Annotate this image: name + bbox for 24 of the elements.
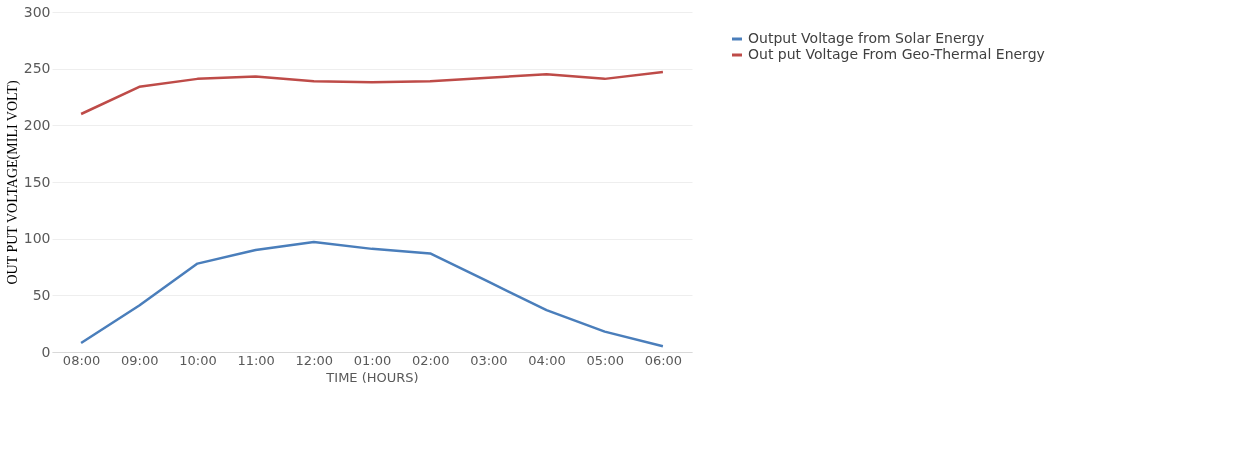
- x-tick-label: 03:00: [470, 352, 508, 368]
- y-tick-label: 100: [23, 230, 51, 247]
- y-tick-label: 0: [41, 343, 51, 360]
- x-tick-label: 09:00: [121, 352, 159, 368]
- x-tick-label: 06:00: [644, 352, 683, 368]
- y-tick-label: 300: [23, 3, 51, 20]
- x-tick-label: 12:00: [295, 352, 334, 368]
- y-tick-label: 250: [23, 60, 51, 77]
- y-tick-label: 150: [23, 173, 51, 190]
- x-tick-label: 11:00: [237, 352, 275, 368]
- line-series: [79, 70, 665, 116]
- x-tick-label: 05:00: [586, 352, 624, 368]
- x-tick-label: 02:00: [411, 352, 450, 368]
- x-tick-label: 08:00: [62, 352, 101, 368]
- legend-label: Out put Voltage From Geo-Thermal Energy: [748, 46, 1045, 62]
- x-axis-title: TIME (HOURS): [325, 369, 419, 385]
- y-tick-label: 200: [23, 116, 51, 133]
- y-axis-title: OUT PUT VOLTAGE(MILI VOLT): [4, 80, 21, 285]
- y-tick-label: 50: [32, 286, 51, 303]
- x-tick-label: 01:00: [353, 352, 392, 368]
- x-tick-label: 04:00: [528, 352, 566, 368]
- line-series: [79, 240, 665, 348]
- legend-label: Output Voltage from Solar Energy: [748, 30, 985, 46]
- x-tick-label: 10:00: [179, 352, 217, 368]
